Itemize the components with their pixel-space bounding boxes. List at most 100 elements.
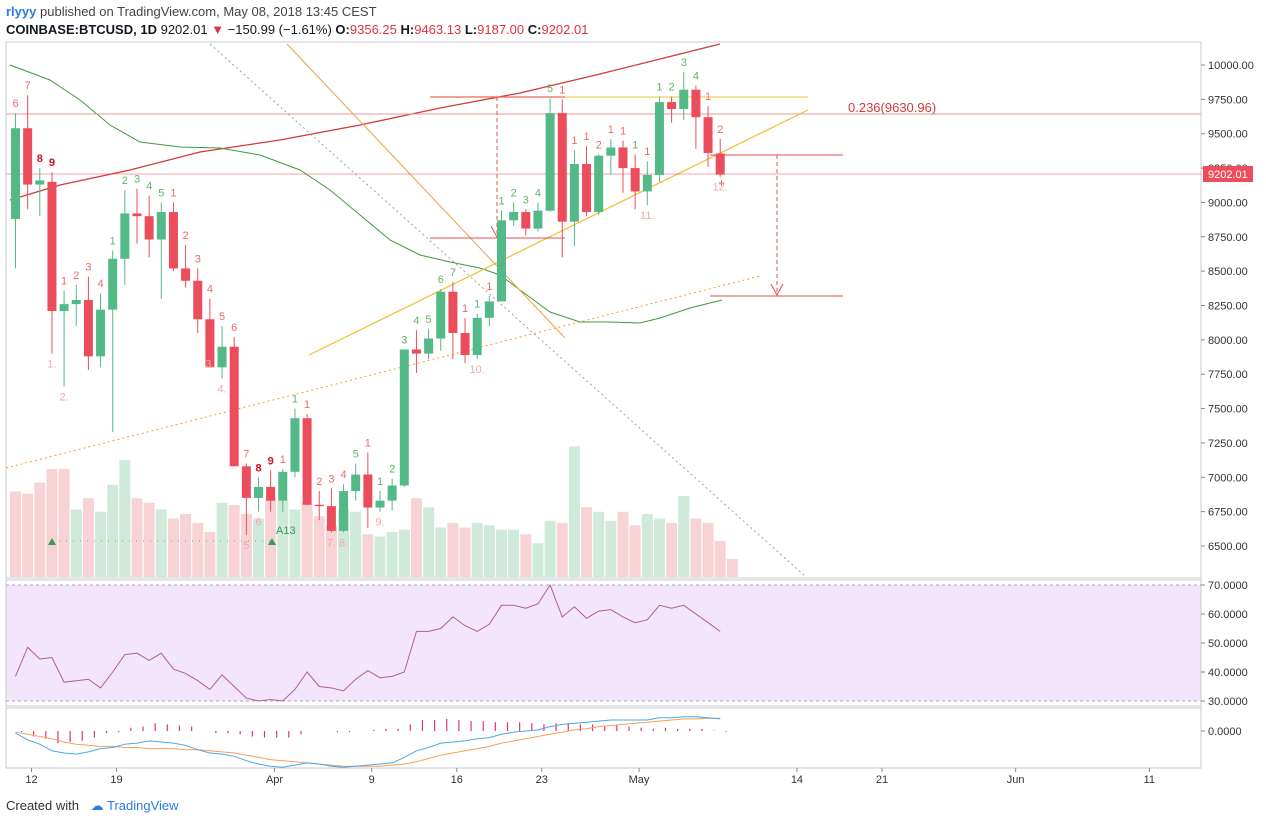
close-label: C: bbox=[527, 22, 542, 37]
volume-bar bbox=[423, 507, 435, 577]
price-tick-label: 8250.00 bbox=[1208, 301, 1248, 313]
td-count-label: 4. bbox=[217, 383, 226, 395]
tradingview-brand[interactable]: TradingView bbox=[107, 798, 179, 813]
candle-body bbox=[193, 280, 203, 320]
candle-body bbox=[569, 163, 579, 222]
volume-bar bbox=[240, 514, 252, 577]
candle-body bbox=[606, 147, 616, 156]
symbol-legend: COINBASE:BTCUSD, 1D 9202.01 ▼ −150.99 (−… bbox=[6, 22, 588, 37]
last-price: 9202.01 bbox=[160, 22, 208, 37]
td-count-label: 3 bbox=[681, 57, 687, 69]
price-axis[interactable]: 10000.009750.009500.009250.009000.008750… bbox=[1201, 60, 1254, 553]
volume-bar bbox=[556, 523, 568, 577]
volume-bar bbox=[410, 498, 422, 577]
td-count-label: 8 bbox=[255, 462, 261, 474]
volume-bar bbox=[532, 543, 544, 577]
td-count-label: 7. bbox=[327, 537, 336, 549]
volume-bar bbox=[289, 509, 301, 577]
td-count-label: 11. bbox=[640, 210, 654, 222]
td-count-label: 2 bbox=[389, 464, 395, 476]
td-count-label: 2 bbox=[669, 82, 675, 94]
volume-bar bbox=[95, 511, 107, 577]
rsi-tick-label: 70.0000 bbox=[1208, 580, 1248, 592]
trendline-layer: A13 + bbox=[5, 43, 1201, 577]
td-count-label: 1 bbox=[571, 135, 577, 147]
candle-body bbox=[654, 102, 664, 175]
volume-bar bbox=[520, 534, 532, 577]
macd-pane[interactable] bbox=[5, 707, 1202, 769]
time-tick-label: 16 bbox=[451, 774, 463, 786]
dotted-support-trendline bbox=[5, 275, 761, 469]
volume-bar bbox=[629, 525, 641, 577]
rsi-tick-label: 60.0000 bbox=[1208, 609, 1248, 621]
price-pane[interactable] bbox=[5, 41, 1202, 579]
created-with-text: Created with bbox=[6, 798, 79, 813]
candle-body bbox=[484, 301, 494, 318]
candle-body bbox=[351, 474, 361, 492]
volume-bar bbox=[34, 482, 46, 577]
volume-bar bbox=[593, 511, 605, 577]
candle-body bbox=[132, 213, 142, 217]
candle-body bbox=[387, 485, 397, 501]
candle-body bbox=[545, 113, 555, 211]
td-count-label: 1 bbox=[620, 126, 626, 138]
volume-bar bbox=[167, 518, 179, 577]
td-count-label: 1 bbox=[462, 303, 468, 315]
rsi-band bbox=[6, 585, 1201, 701]
td-count-label: 2 bbox=[73, 270, 79, 282]
td-count-label: 4 bbox=[146, 181, 152, 193]
volume-bar bbox=[82, 498, 94, 577]
candle-body bbox=[326, 506, 336, 531]
td-count-label: 2 bbox=[183, 230, 189, 242]
high-value: 9463.13 bbox=[414, 22, 462, 37]
time-tick-label: 14 bbox=[791, 774, 803, 786]
candle-body bbox=[108, 258, 118, 310]
candle-body bbox=[497, 220, 506, 302]
open-label: O: bbox=[335, 22, 350, 37]
volume-bar bbox=[508, 529, 520, 577]
td-count-label: 1 bbox=[474, 299, 480, 311]
candle-body bbox=[181, 268, 191, 281]
td-count-label: 7 bbox=[25, 80, 31, 92]
a13-marker-left-icon bbox=[48, 538, 56, 545]
macd-tick-label: 0.0000 bbox=[1208, 726, 1242, 738]
time-tick-label: Apr bbox=[266, 774, 283, 786]
td-count-label: 2. bbox=[60, 392, 69, 404]
candle-body bbox=[582, 163, 592, 213]
rising-trendline bbox=[308, 109, 809, 356]
price-tick-label: 9750.00 bbox=[1208, 94, 1248, 106]
td-count-label: 2 bbox=[596, 139, 602, 151]
volume-bar bbox=[350, 511, 362, 577]
time-axis[interactable]: 12 19 Apr 9 16 23 May 14 21 Jun 11 bbox=[25, 768, 1155, 786]
price-tick-label: 8000.00 bbox=[1208, 335, 1248, 347]
price-tick-label: 8750.00 bbox=[1208, 232, 1248, 244]
candle-body bbox=[71, 300, 81, 305]
td-count-label: 1 bbox=[559, 84, 565, 96]
td-count-label: 3 bbox=[401, 334, 407, 346]
a13-annotation: A13 bbox=[276, 525, 296, 537]
tradingview-logo-icon[interactable]: ☁ bbox=[90, 798, 104, 813]
author-link[interactable]: rlyyy bbox=[6, 4, 37, 19]
volume-bar bbox=[204, 532, 216, 577]
td-count-label: 1 bbox=[644, 146, 650, 158]
low-label: L: bbox=[464, 22, 478, 37]
volume-bar bbox=[605, 520, 617, 577]
volume-bar bbox=[192, 523, 204, 577]
volume-bar bbox=[374, 536, 386, 577]
td-count-label: 3 bbox=[523, 194, 529, 206]
volume-bar bbox=[653, 518, 665, 577]
td-count-label: 5 bbox=[158, 187, 164, 199]
td-count-label: 3 bbox=[134, 174, 140, 186]
fib-level-label: 0.236(9630.96) bbox=[848, 100, 936, 115]
candle-body bbox=[399, 349, 409, 486]
candle-body bbox=[47, 181, 57, 311]
time-tick-label: 11 bbox=[1144, 774, 1155, 786]
td-count-label: 5 bbox=[219, 311, 225, 323]
descending-trendline-orange bbox=[286, 43, 566, 339]
symbol-name: COINBASE:BTCUSD, 1D bbox=[6, 22, 157, 37]
volume-bar bbox=[58, 469, 70, 577]
td-count-label: 1 bbox=[292, 394, 298, 406]
candle-body bbox=[679, 89, 689, 109]
td-count-label: 1 bbox=[170, 187, 176, 199]
